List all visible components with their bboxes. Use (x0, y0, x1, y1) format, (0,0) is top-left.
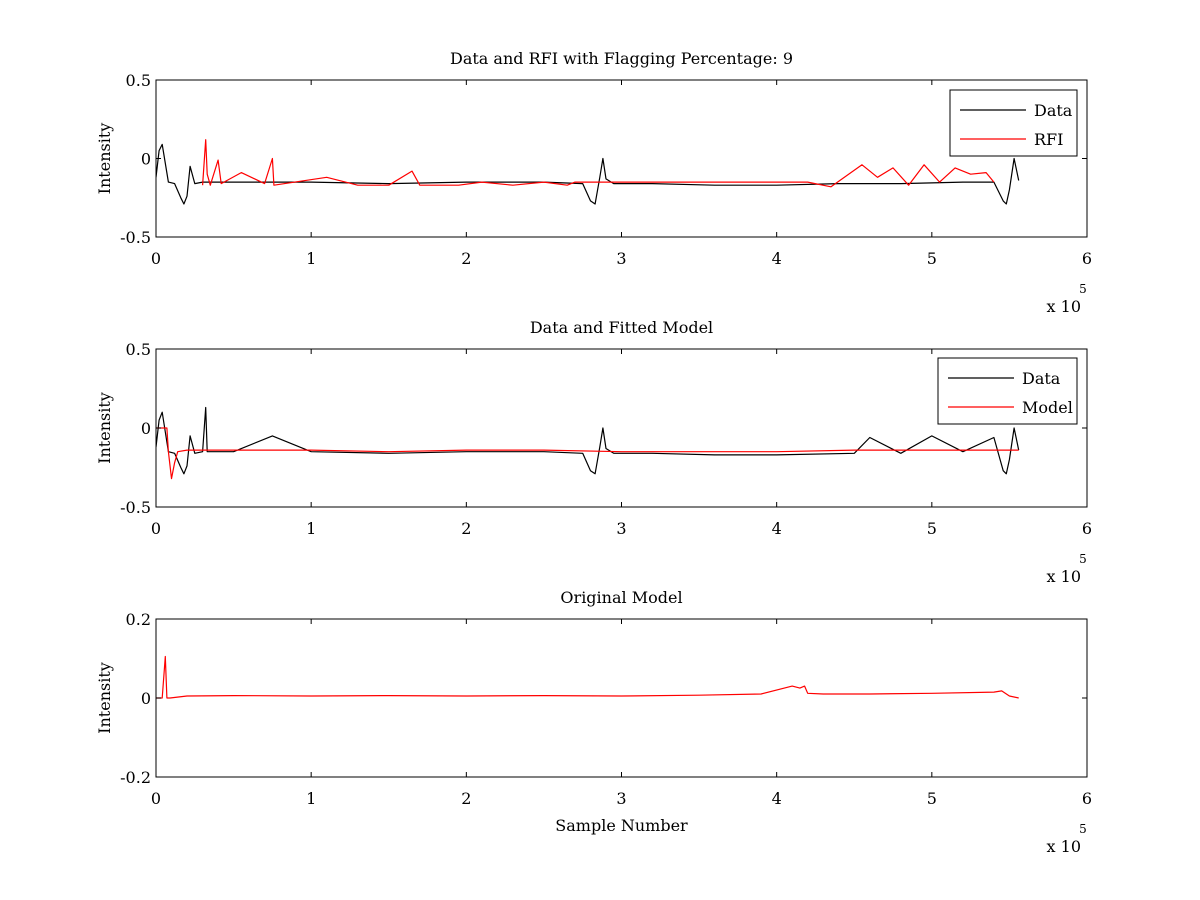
x-multiplier-exponent: 5 (1079, 552, 1087, 566)
plot-frame (155, 79, 1088, 238)
y-tick-label: -0.2 (120, 768, 151, 787)
legend-box (949, 89, 1078, 157)
plot-frame (155, 618, 1088, 778)
y-tick-label: 0 (141, 689, 151, 708)
x-tick-label: 5 (927, 249, 937, 268)
series-line-model (156, 655, 1019, 699)
legend: Data RFI (949, 89, 1078, 157)
y-tick-label: 0.5 (126, 340, 151, 359)
x-axis-label: Sample Number (555, 816, 688, 835)
legend-label-model: Model (1022, 398, 1073, 417)
x-tick-label: 4 (772, 519, 782, 538)
y-tick-label: 0.5 (126, 71, 151, 90)
x-multiplier-exponent: 5 (1079, 282, 1087, 296)
x-tick-label: 6 (1082, 519, 1092, 538)
x-tick-label: 6 (1082, 249, 1092, 268)
x-tick-label: 1 (306, 789, 316, 808)
y-axis-label: Intensity (95, 392, 114, 464)
series-line-data (156, 143, 1020, 205)
legend-label-data: Data (1022, 369, 1061, 388)
chart-title: Original Model (560, 588, 682, 607)
x-tick-label: 4 (772, 249, 782, 268)
x-tick-label: 0 (151, 249, 161, 268)
y-tick-label: -0.5 (120, 228, 151, 247)
y-tick-label: 0 (141, 419, 151, 438)
y-tick-label: -0.5 (120, 498, 151, 517)
y-axis-label: Intensity (95, 662, 114, 734)
x-multiplier-base: x 10 (1047, 567, 1081, 586)
x-tick-label: 3 (616, 789, 626, 808)
y-tick-label: 0 (141, 150, 151, 169)
x-tick-label: 1 (306, 519, 316, 538)
x-tick-label: 2 (461, 519, 471, 538)
legend-box (937, 357, 1078, 425)
x-multiplier-base: x 10 (1047, 837, 1081, 856)
x-tick-label: 3 (616, 249, 626, 268)
x-tick-label: 6 (1082, 789, 1092, 808)
x-tick-label: 5 (927, 519, 937, 538)
series-line-model (156, 427, 1019, 480)
x-tick-label: 1 (306, 249, 316, 268)
x-tick-label: 0 (151, 789, 161, 808)
y-tick-label: 0.2 (126, 610, 151, 629)
x-tick-label: 4 (772, 789, 782, 808)
y-axis-label: Intensity (95, 123, 114, 195)
legend-label-data: Data (1034, 101, 1073, 120)
chart-title: Data and Fitted Model (530, 318, 713, 337)
x-tick-label: 5 (927, 789, 937, 808)
x-tick-label: 0 (151, 519, 161, 538)
legend-label-rfi: RFI (1034, 130, 1063, 149)
chart-title: Data and RFI with Flagging Percentage: 9 (450, 49, 793, 68)
x-tick-label: 2 (461, 789, 471, 808)
series-line-rfi (202, 139, 995, 188)
legend: Data Model (937, 357, 1078, 425)
x-multiplier-exponent: 5 (1079, 822, 1087, 836)
x-tick-label: 2 (461, 249, 471, 268)
series-line-data (156, 406, 1020, 475)
x-tick-label: 3 (616, 519, 626, 538)
x-multiplier-base: x 10 (1047, 297, 1081, 316)
